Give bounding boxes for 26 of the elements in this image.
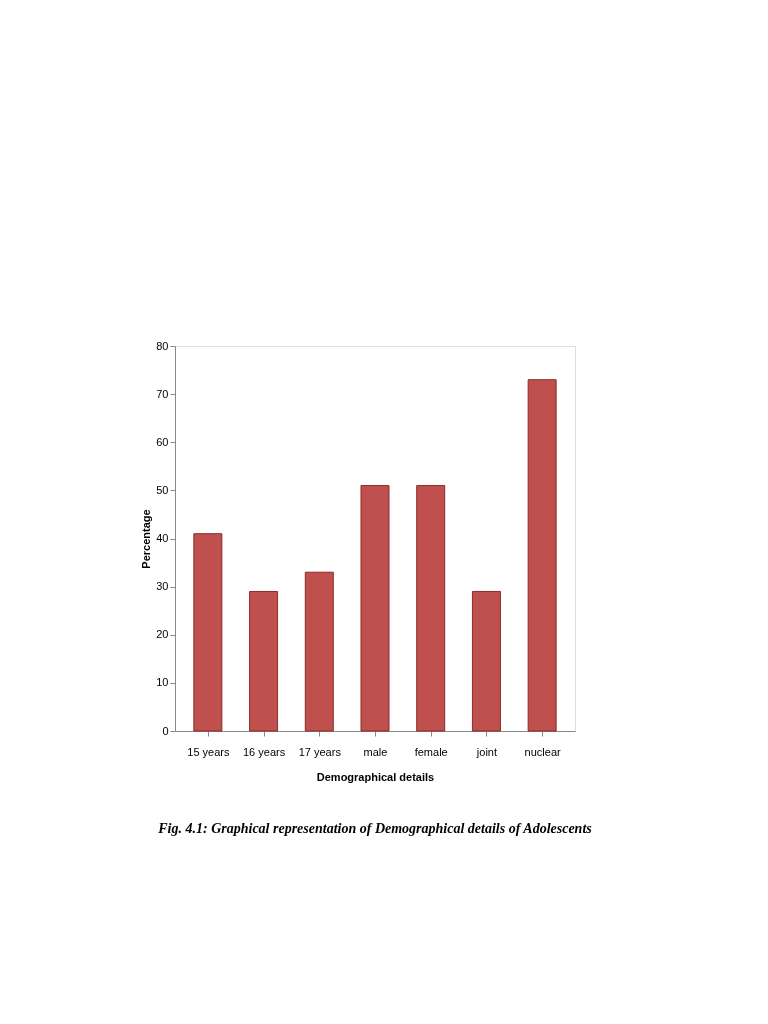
y-tick-label: 10 [156,676,169,689]
x-tick-label: 15 years [187,745,230,758]
bar [360,485,390,732]
y-tick-label: 70 [156,387,169,400]
x-tick-label: 16 years [242,745,286,758]
y-tick-label: 80 [156,339,169,352]
y-tick-label: 0 [162,724,169,737]
bar [304,571,334,732]
x-tick-label: male [363,745,388,758]
x-tick-label: 17 years [298,745,342,758]
bar [416,485,446,732]
y-tick-label: 50 [156,483,169,496]
x-tick-label: joint [475,745,498,758]
x-axis-title: Demographical details [316,770,435,783]
y-tick-label: 30 [156,580,169,593]
bar [471,590,501,732]
bar [249,590,279,732]
y-tick-label: 20 [156,628,169,641]
y-tick-label: 40 [156,532,169,544]
x-tick-label: female [414,745,448,758]
bar [527,379,557,732]
y-tick-label: 60 [156,435,169,448]
bar [193,533,223,732]
caption: Fig. 4.1: Graphical representation of Demographical details of Adolescents [157,821,593,836]
y-axis-title: Percentage [140,509,153,569]
x-tick-label: nuclear [524,745,562,758]
